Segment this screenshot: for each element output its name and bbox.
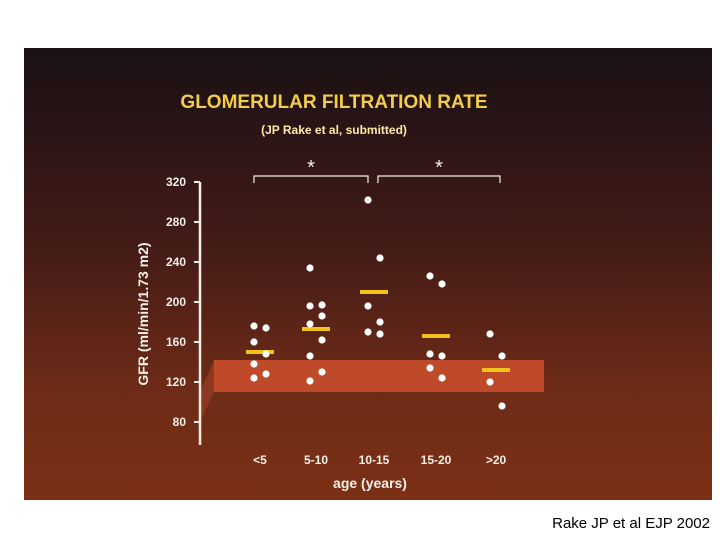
y-axis-label: GFR (ml/min/1.73 m2) bbox=[135, 242, 151, 385]
data-point bbox=[250, 338, 258, 346]
y-tick-label: 120 bbox=[166, 375, 186, 389]
x-tick-label: >20 bbox=[486, 453, 507, 467]
data-point bbox=[262, 324, 270, 332]
data-point bbox=[306, 377, 314, 385]
mean-bar bbox=[360, 290, 388, 294]
data-point bbox=[438, 374, 446, 382]
significance-bracket bbox=[253, 175, 369, 183]
normal-range-band-side bbox=[200, 360, 214, 422]
means-layer bbox=[246, 290, 510, 372]
data-point bbox=[364, 328, 372, 336]
mean-bar bbox=[422, 334, 450, 338]
chart-title: GLOMERULAR FILTRATION RATE bbox=[180, 92, 487, 113]
data-point bbox=[438, 352, 446, 360]
x-tick-label: 15-20 bbox=[421, 453, 452, 467]
chart-subtitle: (JP Rake et al, submitted) bbox=[261, 123, 407, 137]
data-point bbox=[250, 322, 258, 330]
data-point bbox=[426, 364, 434, 372]
data-point bbox=[318, 368, 326, 376]
data-point bbox=[306, 352, 314, 360]
significance-star: * bbox=[435, 157, 443, 179]
significance-brackets: * * bbox=[253, 157, 501, 183]
data-point bbox=[318, 301, 326, 309]
mean-bar bbox=[302, 327, 330, 331]
data-point bbox=[364, 196, 372, 204]
data-point bbox=[426, 350, 434, 358]
mean-bar bbox=[482, 368, 510, 372]
significance-star: * bbox=[307, 157, 315, 179]
points-layer bbox=[250, 196, 506, 410]
data-point bbox=[498, 402, 506, 410]
data-point bbox=[306, 320, 314, 328]
y-ticks: 80 120 160 200 240 280 320 bbox=[166, 175, 200, 429]
chart-slide: GLOMERULAR FILTRATION RATE (JP Rake et a… bbox=[24, 48, 712, 500]
data-point bbox=[376, 254, 384, 262]
x-tick-label: 5-10 bbox=[304, 453, 328, 467]
data-point bbox=[376, 318, 384, 326]
data-point bbox=[364, 302, 372, 310]
normal-range-band bbox=[214, 360, 544, 392]
source-caption: Rake JP et al EJP 2002 bbox=[552, 515, 710, 532]
data-point bbox=[306, 264, 314, 272]
data-point bbox=[250, 360, 258, 368]
x-tick-label: <5 bbox=[253, 453, 267, 467]
data-point bbox=[426, 272, 434, 280]
data-point bbox=[438, 280, 446, 288]
data-point bbox=[262, 350, 270, 358]
y-tick-label: 320 bbox=[166, 175, 186, 189]
data-point bbox=[262, 370, 270, 378]
data-point bbox=[250, 374, 258, 382]
significance-bracket bbox=[377, 175, 501, 183]
x-tick-label: 10-15 bbox=[359, 453, 390, 467]
data-point bbox=[486, 378, 494, 386]
gfr-chart: GLOMERULAR FILTRATION RATE (JP Rake et a… bbox=[135, 92, 544, 491]
data-point bbox=[376, 330, 384, 338]
y-tick-label: 280 bbox=[166, 215, 186, 229]
y-tick-label: 240 bbox=[166, 255, 186, 269]
data-point bbox=[486, 330, 494, 338]
y-tick-label: 160 bbox=[166, 335, 186, 349]
data-point bbox=[318, 312, 326, 320]
y-tick-label: 80 bbox=[173, 415, 187, 429]
x-axis-label: age (years) bbox=[333, 475, 407, 491]
y-tick-label: 200 bbox=[166, 295, 186, 309]
x-ticks: <5 5-10 10-15 15-20 >20 bbox=[253, 453, 506, 467]
data-point bbox=[318, 336, 326, 344]
mean-bar bbox=[246, 350, 274, 354]
data-point bbox=[498, 352, 506, 360]
data-point bbox=[306, 302, 314, 310]
